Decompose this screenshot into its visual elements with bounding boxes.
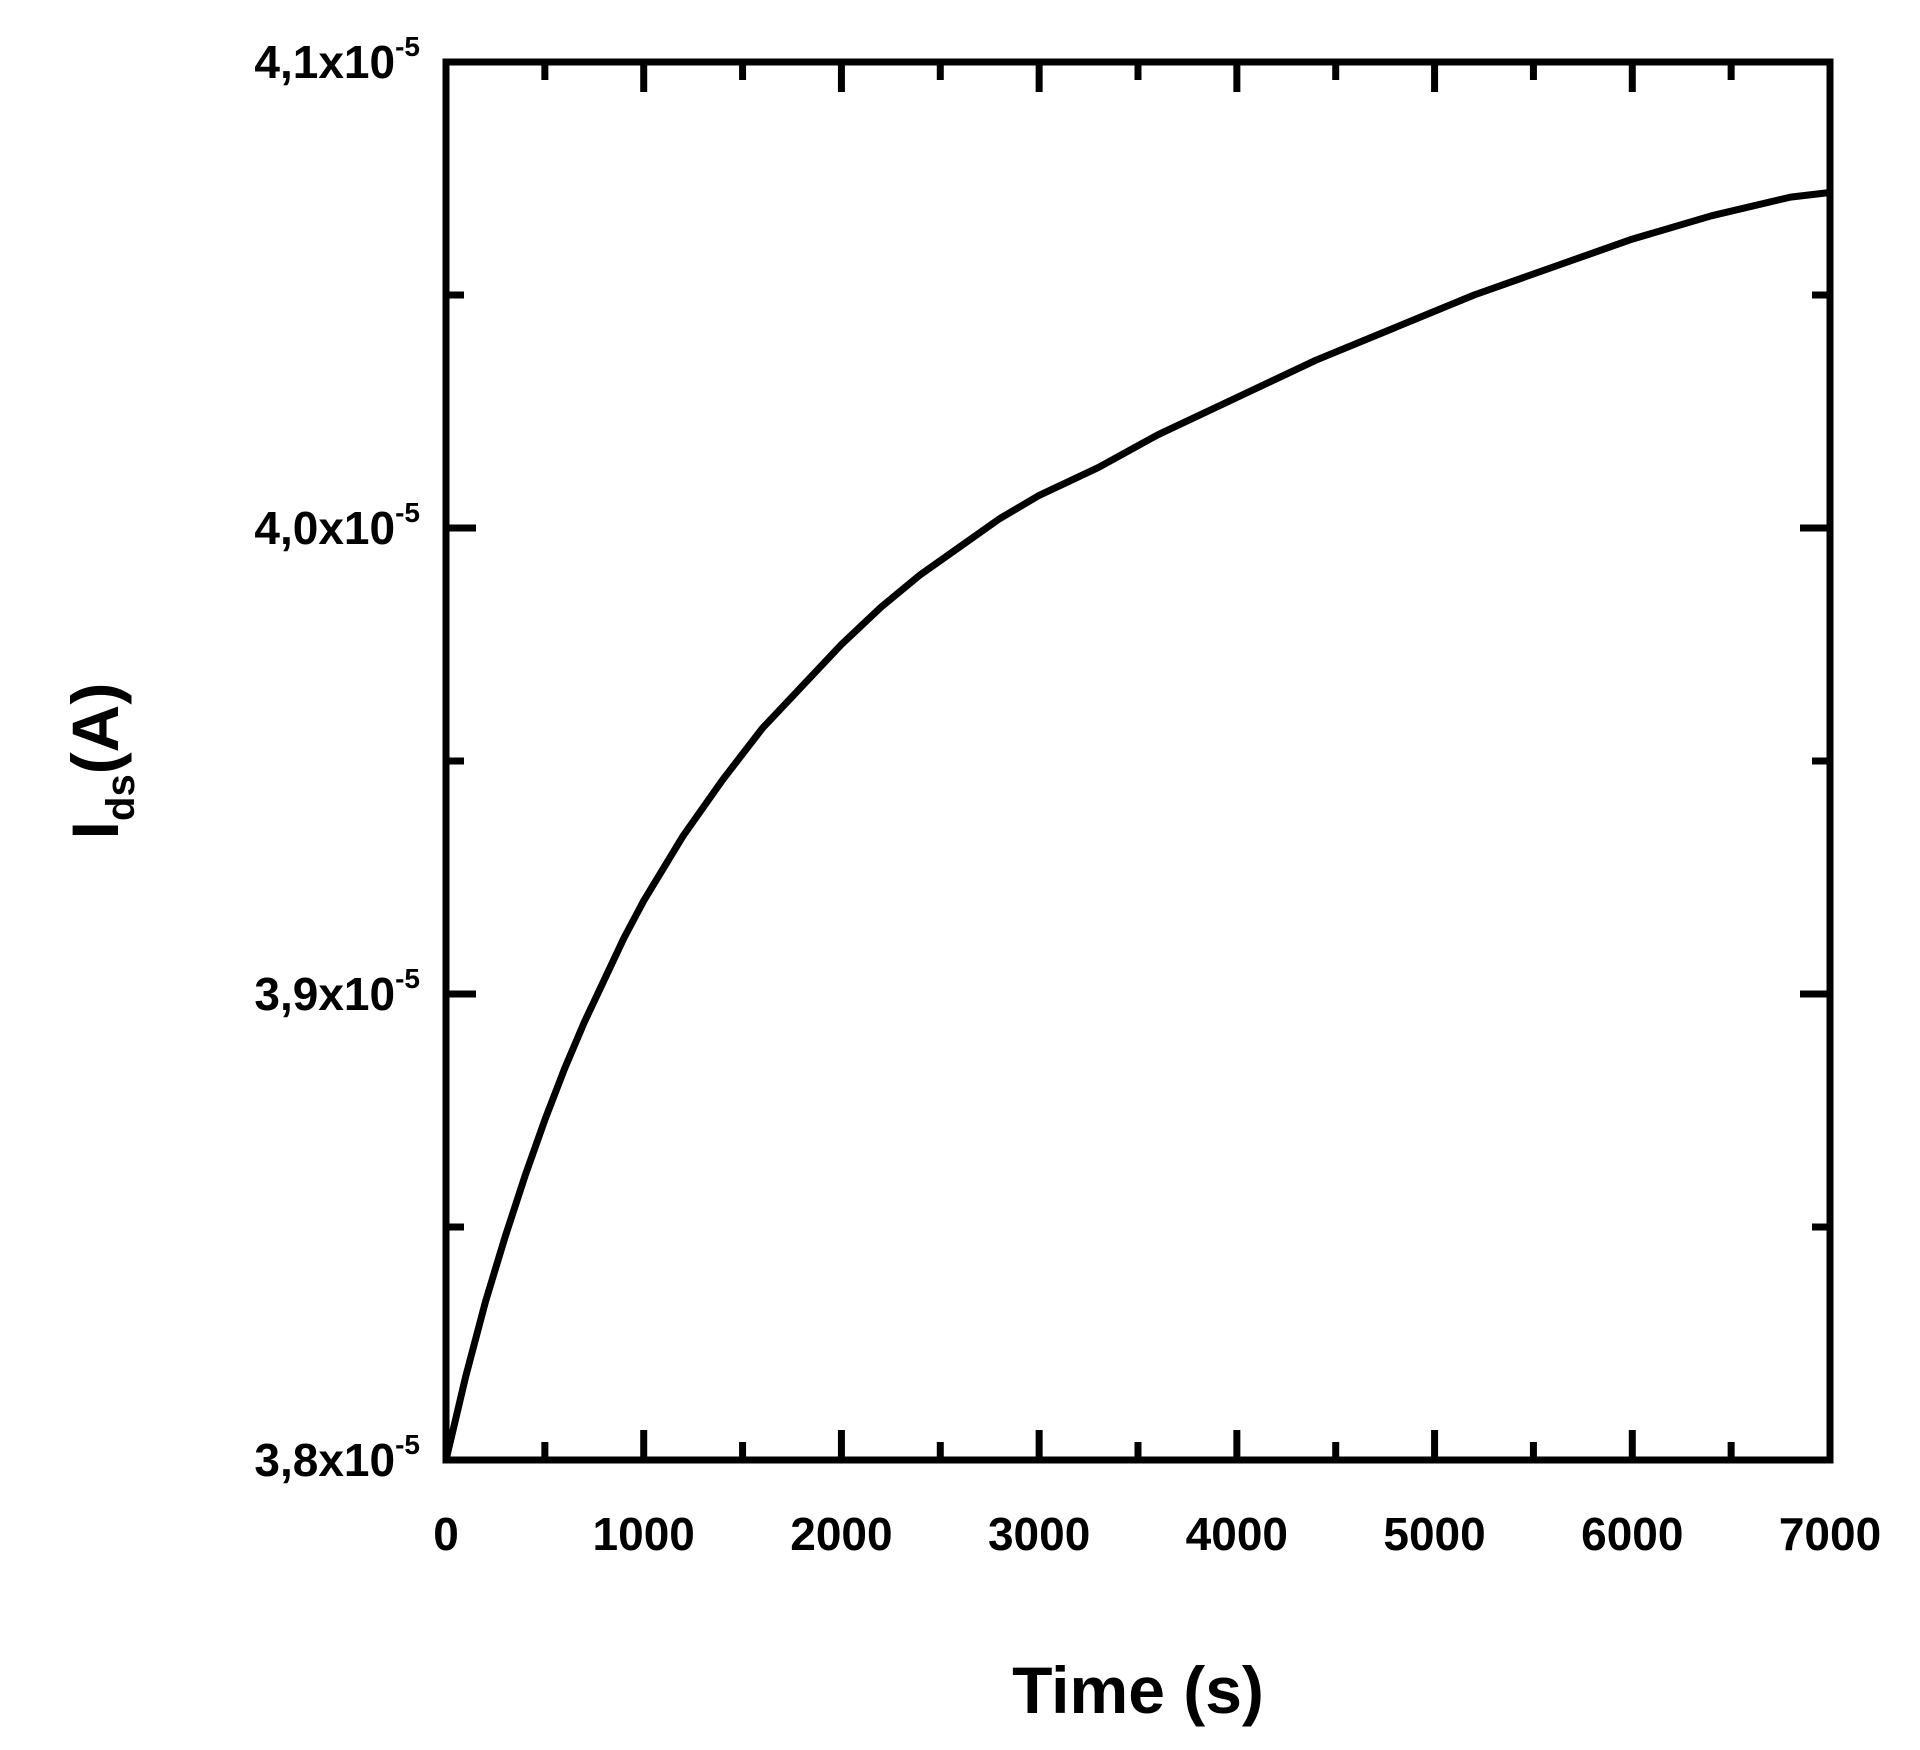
y-tick-label: 3,8x10-5 [254, 1429, 420, 1486]
plot-frame [442, 58, 1834, 1464]
x-tick-label: 1000 [593, 1508, 695, 1560]
y-ticks [446, 58, 1830, 1464]
x-tick-label: 7000 [1779, 1508, 1881, 1560]
x-tick-labels: 0 1000 2000 3000 4000 5000 6000 7000 [433, 1508, 1881, 1560]
x-tick-label: 6000 [1581, 1508, 1683, 1560]
x-tick-label: 4000 [1186, 1508, 1288, 1560]
x-tick-label: 3000 [988, 1508, 1090, 1560]
y-axis-label: Ids(A) [58, 683, 143, 840]
y-axis-label-subscript: ds [99, 774, 143, 821]
y-tick-label: 4,0x10-5 [254, 497, 420, 554]
x-tick-label: 5000 [1383, 1508, 1485, 1560]
x-ticks [442, 62, 1834, 1460]
y-tick-label: 3,9x10-5 [254, 963, 420, 1020]
series-line [442, 189, 1834, 1464]
y-tick-label: 4,1x10-5 [254, 31, 420, 88]
y-axis-label-unit: (A) [58, 683, 132, 775]
x-tick-label: 2000 [790, 1508, 892, 1560]
x-tick-label: 0 [433, 1508, 459, 1560]
y-tick-labels: 3,8x10-5 3,9x10-5 4,0x10-5 4,1x10-5 [254, 31, 420, 1486]
x-axis-label: Time (s) [1012, 1653, 1264, 1727]
y-axis-label-base: I [58, 821, 132, 839]
